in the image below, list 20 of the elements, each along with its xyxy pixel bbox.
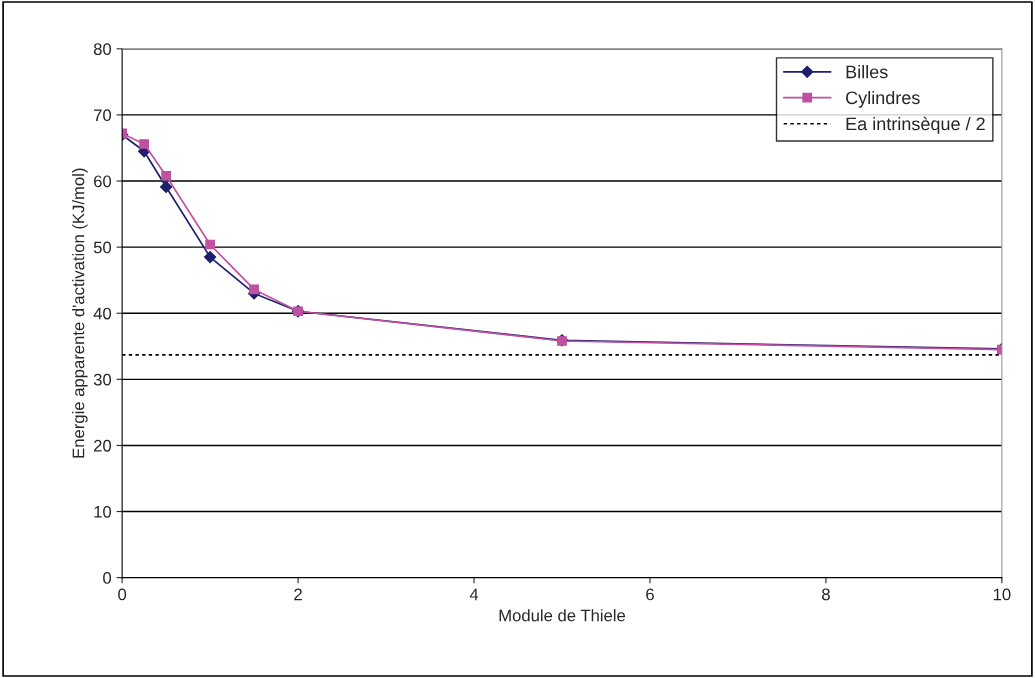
x-tick-label: 8	[822, 588, 830, 601]
y-tick-label: 80	[93, 43, 112, 56]
y-tick-label: 30	[93, 373, 112, 386]
x-tick-label: 4	[469, 588, 479, 601]
legend-label: Cylindres	[846, 90, 920, 108]
y-tick-label: 60	[94, 175, 112, 188]
x-tick-label: 10	[993, 588, 1011, 601]
y-tick-label: 0	[103, 572, 112, 584]
y-tick-label: 10	[94, 505, 112, 518]
y-tick-label: 40	[93, 307, 112, 320]
legend-label: Billes	[846, 65, 888, 79]
legend-label: Ea intrinsèque / 2	[846, 116, 985, 134]
y-tick-label: 70	[94, 109, 112, 122]
x-tick-label: 0	[118, 588, 127, 601]
y-tick-label: 50	[93, 241, 112, 254]
x-axis-title: Module de Thiele	[499, 609, 626, 622]
x-tick-label: 6	[646, 588, 654, 601]
y-axis-title: Energie apparente d'activation (KJ/mol)	[72, 168, 88, 458]
y-tick-label: 20	[94, 439, 112, 452]
x-tick-label: 2	[294, 588, 302, 601]
